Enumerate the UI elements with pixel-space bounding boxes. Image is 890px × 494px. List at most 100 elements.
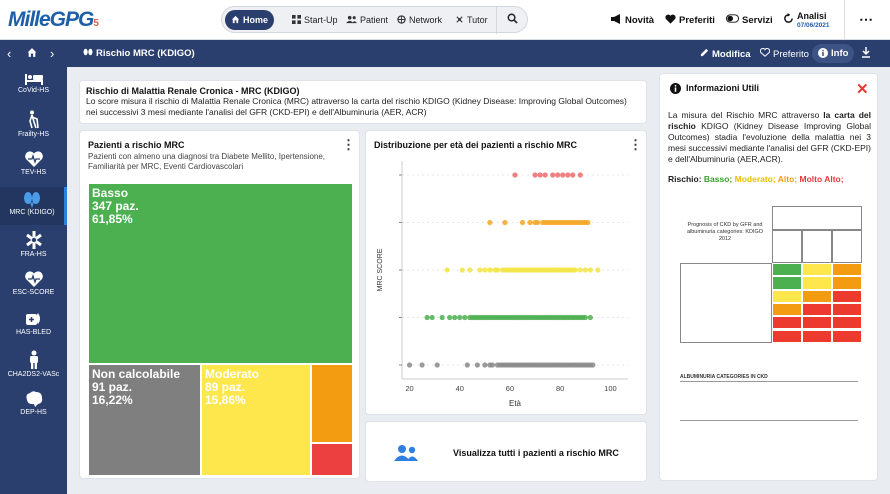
scatter-point[interactable] (537, 172, 543, 178)
scatter-point[interactable] (424, 314, 430, 321)
view-all-patients-card[interactable]: Visualizza tutti i pazienti a rischio MR… (365, 421, 647, 482)
close-icon[interactable]: ✕ (856, 81, 869, 98)
scatter-point[interactable] (595, 267, 601, 273)
scatter-point[interactable] (572, 267, 578, 273)
scatter-point[interactable] (487, 267, 493, 273)
scatter-point[interactable] (447, 314, 453, 321)
preferito-button[interactable]: Preferito (759, 48, 809, 60)
scatter-point[interactable] (512, 172, 518, 178)
scatter-point[interactable] (439, 314, 445, 321)
nav-tutor[interactable]: Tutor (449, 10, 494, 30)
sidebar-item-cha2ds2-vasc[interactable]: CHA2DS2-VASc (0, 347, 67, 385)
scatter-point[interactable] (429, 314, 435, 321)
treemap-cell[interactable] (311, 443, 353, 476)
scatter-point[interactable] (464, 362, 470, 368)
preferiti-button[interactable]: Preferiti (665, 14, 715, 27)
heart-outline-icon (759, 48, 771, 60)
sidebar-item-mrc-kdigo[interactable]: MRC (KDIGO) (0, 187, 67, 225)
scatter-point[interactable] (582, 267, 588, 273)
modifica-button[interactable]: Modifica (700, 48, 751, 60)
nav-network[interactable]: Network (391, 10, 448, 30)
scatter-point[interactable] (487, 219, 493, 226)
sidebar-item-frailty-hs[interactable]: Frailty-HS (0, 107, 67, 145)
more-icon[interactable]: ⋯ (859, 11, 873, 27)
back-chevron-icon[interactable]: ‹ (7, 46, 12, 61)
treemap-cell[interactable] (311, 364, 353, 443)
info-icon (818, 48, 828, 60)
main-nav: Home Start-Up Patient Network Tutor (221, 6, 528, 34)
sidebar-item-has-bled[interactable]: HAS-BLED (0, 307, 67, 345)
scatter-point[interactable] (462, 314, 468, 321)
nav-start-up[interactable]: Start-Up (286, 10, 344, 30)
scatter-point[interactable] (570, 172, 576, 178)
kidneys-icon (83, 48, 93, 59)
scatter-point[interactable] (457, 314, 463, 321)
score-description: Lo score misura il rischio di Malattia R… (86, 96, 627, 117)
scatter-point[interactable] (459, 267, 465, 273)
treemap-cell[interactable]: Moderato 89 paz. 15,86% (201, 364, 311, 476)
scatter-title: Distribuzione per età dei pazienti a ris… (374, 140, 578, 150)
scatter-point[interactable] (577, 172, 583, 178)
blood-drop-icon (0, 310, 67, 328)
scatter-point[interactable] (535, 219, 541, 226)
scatter-point[interactable] (532, 172, 538, 178)
scatter-point[interactable] (550, 172, 556, 178)
scatter-point[interactable] (477, 267, 483, 273)
scatter-point[interactable] (587, 267, 593, 273)
info-icon (670, 83, 681, 96)
home-icon[interactable] (26, 47, 38, 60)
sidebar-item-dep-hs[interactable]: DEP-HS (0, 387, 67, 425)
treemap-cell[interactable]: Basso 347 paz. 61,85% (88, 183, 353, 364)
scatter-point[interactable] (494, 267, 501, 273)
scatter-menu-icon[interactable]: ⋮ (629, 137, 642, 152)
scatter-point[interactable] (444, 267, 450, 273)
x-tick-label: 40 (456, 384, 464, 393)
search-icon[interactable] (507, 13, 518, 26)
scatter-point[interactable] (482, 267, 488, 273)
scatter-point[interactable] (452, 314, 458, 321)
treemap-menu-icon[interactable]: ⋮ (342, 137, 355, 152)
scatter-point[interactable] (587, 314, 593, 321)
nav-patient[interactable]: Patient (340, 10, 394, 30)
analisi-button[interactable]: Analisi 07/06/2021 (797, 11, 830, 30)
view-all-patients-link[interactable]: Visualizza tutti i pazienti a rischio MR… (453, 448, 619, 458)
nav-home[interactable]: Home (225, 10, 275, 30)
download-icon[interactable] (861, 47, 871, 60)
sidebar-item-fra-hs[interactable]: FRA-HS (0, 227, 67, 265)
grid-icon (292, 14, 301, 26)
scatter-point[interactable] (502, 219, 508, 226)
sidebar-item-covid-hs[interactable]: CoVid-HS (0, 67, 67, 105)
scatter-point[interactable] (406, 362, 413, 368)
sidebar-item-esc-score[interactable]: ESC-SCORE (0, 267, 67, 305)
scatter-point[interactable] (489, 362, 495, 368)
scatter-point[interactable] (577, 267, 583, 273)
scatter-point[interactable] (527, 219, 533, 226)
forward-chevron-icon[interactable]: › (50, 46, 55, 61)
scatter-point[interactable] (519, 219, 526, 226)
scatter-point[interactable] (582, 314, 588, 321)
scatter-point[interactable] (467, 267, 473, 273)
kdigo-cell (802, 263, 832, 277)
servizi-button[interactable]: Servizi (726, 14, 773, 26)
sidebar-item-tev-hs[interactable]: TEV-HS (0, 147, 67, 185)
scatter-point[interactable] (560, 172, 566, 178)
app-logo[interactable]: MilleGPG5 (8, 8, 99, 31)
heartbeat-icon (0, 150, 67, 168)
scatter-point[interactable] (590, 362, 596, 368)
treemap-cell[interactable]: Non calcolabile 91 paz. 16,22% (88, 364, 201, 476)
home-icon (231, 15, 240, 26)
scatter-point[interactable] (542, 172, 548, 178)
refresh-icon[interactable] (783, 13, 794, 26)
info-button[interactable]: Info (812, 44, 854, 63)
scatter-point[interactable] (482, 362, 488, 368)
scatter-point[interactable] (434, 362, 440, 368)
novita-button[interactable]: Novità (610, 14, 654, 27)
bone-icon (0, 230, 67, 250)
albuminuria-caption: ALBUMINURIA CATEGORIES IN CKD (680, 374, 768, 380)
scatter-point[interactable] (474, 362, 480, 368)
scatter-point[interactable] (419, 362, 425, 368)
scatter-point[interactable] (585, 219, 591, 226)
scatter-point[interactable] (555, 172, 561, 178)
scatter-point[interactable] (565, 172, 571, 178)
x-tick-label: 80 (556, 384, 564, 393)
